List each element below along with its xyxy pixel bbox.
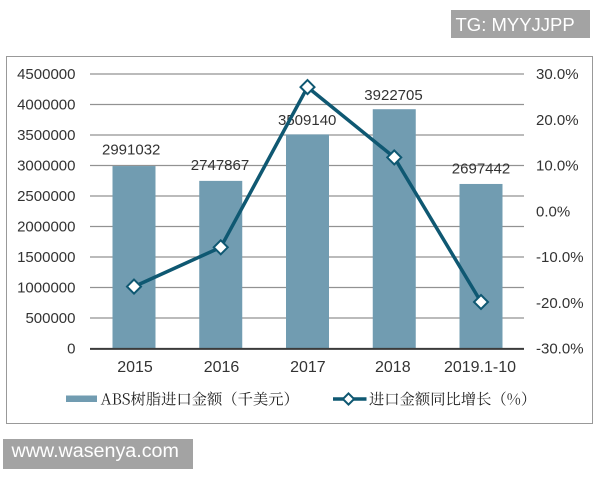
svg-text:0: 0: [67, 341, 75, 358]
svg-text:2016: 2016: [204, 359, 240, 376]
svg-text:2747867: 2747867: [191, 157, 249, 174]
svg-text:2019.1-10: 2019.1-10: [444, 359, 516, 376]
svg-text:-10.0%: -10.0%: [536, 249, 584, 266]
svg-text:2000000: 2000000: [17, 219, 75, 236]
svg-text:10.0%: 10.0%: [536, 158, 579, 175]
svg-text:1500000: 1500000: [17, 249, 75, 266]
svg-text:30.0%: 30.0%: [536, 66, 579, 83]
svg-text:www.wasenya.com: www.wasenya.com: [11, 440, 179, 462]
svg-text:-20.0%: -20.0%: [536, 295, 584, 312]
svg-text:0.0%: 0.0%: [536, 203, 570, 220]
svg-text:4000000: 4000000: [17, 97, 75, 114]
svg-text:4500000: 4500000: [17, 66, 75, 83]
svg-text:2697442: 2697442: [452, 160, 510, 177]
svg-text:2017: 2017: [290, 359, 326, 376]
svg-text:3922705: 3922705: [364, 87, 422, 104]
svg-text:2018: 2018: [375, 359, 411, 376]
svg-text:500000: 500000: [25, 310, 75, 327]
svg-text:20.0%: 20.0%: [536, 112, 579, 129]
svg-text:TG: MYYJJPP: TG: MYYJJPP: [456, 14, 575, 35]
svg-text:1000000: 1000000: [17, 280, 75, 297]
svg-text:2500000: 2500000: [17, 188, 75, 205]
svg-text:-30.0%: -30.0%: [536, 341, 584, 358]
svg-text:2015: 2015: [117, 359, 153, 376]
svg-text:2991032: 2991032: [102, 142, 160, 159]
svg-text:3500000: 3500000: [17, 127, 75, 144]
svg-text:3000000: 3000000: [17, 158, 75, 175]
